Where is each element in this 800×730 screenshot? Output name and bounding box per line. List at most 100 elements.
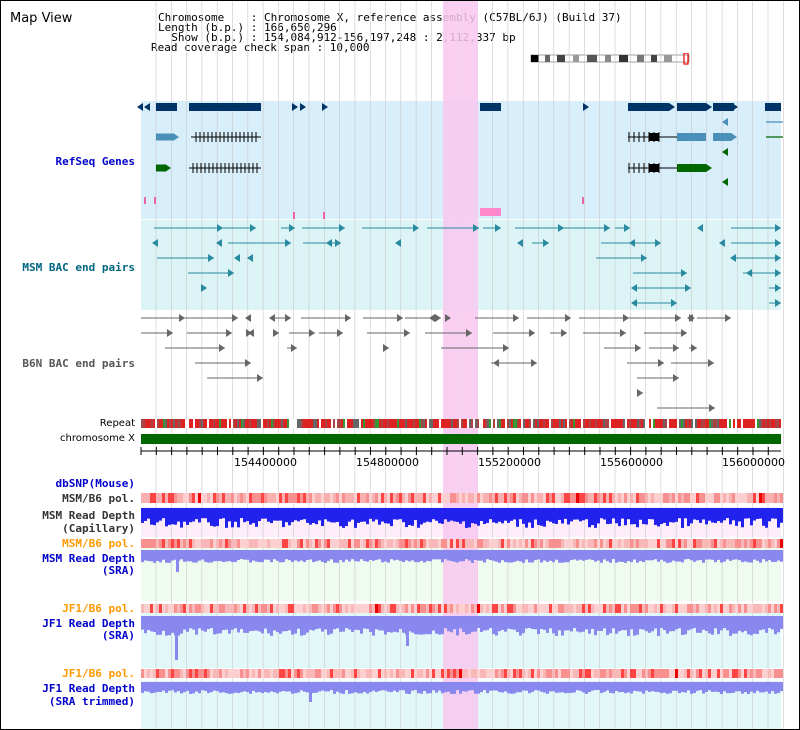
polymorphism-segment: [657, 493, 660, 503]
polymorphism-segment: [483, 493, 486, 503]
gene-marker: [293, 212, 295, 219]
polymorphism-segment: [351, 493, 354, 503]
polymorphism-segment: [213, 669, 216, 678]
read-depth-bar: [666, 616, 669, 634]
polymorphism-segment: [312, 669, 315, 678]
polymorphism-segment: [645, 493, 648, 503]
read-depth-bar: [240, 508, 243, 519]
polymorphism-segment: [444, 539, 447, 548]
read-depth-bar: [513, 508, 516, 520]
polymorphism-segment: [462, 539, 465, 548]
polymorphism-segment: [684, 669, 687, 678]
read-depth-bar: [231, 616, 234, 630]
polymorphism-segment: [489, 493, 492, 503]
polymorphism-segment: [588, 604, 591, 613]
polymorphism-segment: [309, 669, 312, 678]
polymorphism-segment: [150, 604, 153, 613]
polymorphism-segment: [393, 539, 396, 548]
repeat-segment: [573, 419, 575, 428]
polymorphism-segment: [771, 604, 774, 613]
repeat-segment: [489, 419, 491, 428]
polymorphism-segment: [177, 539, 180, 548]
read-depth-bar: [726, 550, 729, 560]
polymorphism-segment: [669, 539, 672, 548]
read-depth-bar: [399, 508, 402, 520]
read-depth-bar: [378, 508, 381, 525]
read-depth-bar: [534, 616, 537, 630]
gene-arrow: [732, 103, 738, 111]
read-depth-bar: [234, 508, 237, 522]
read-depth-bar: [588, 508, 591, 528]
polymorphism-segment: [192, 669, 195, 678]
repeat-segment: [665, 419, 667, 428]
repeat-segment: [419, 419, 421, 428]
read-depth-bar: [714, 616, 717, 629]
polymorphism-segment: [222, 493, 225, 503]
chromosome-ideogram[interactable]: [529, 53, 699, 65]
repeat-segment: [693, 419, 695, 428]
polymorphism-segment: [441, 669, 444, 678]
read-depth-bar: [714, 508, 717, 524]
read-depth-bar: [735, 616, 738, 634]
read-depth-bar: [690, 616, 693, 630]
polymorphism-segment: [381, 539, 384, 548]
read-depth-bar: [450, 682, 453, 694]
bac-end: [709, 404, 715, 412]
read-depth-bar: [546, 550, 549, 562]
polymorphism-segment: [369, 539, 372, 548]
repeat-segment: [295, 419, 297, 428]
msm-bac-label: MSM BAC end pairs: [22, 261, 135, 274]
polymorphism-segment: [750, 669, 753, 678]
polymorphism-segment: [279, 669, 282, 678]
read-depth-bar: [720, 682, 723, 694]
repeat-segment: [385, 419, 387, 428]
read-depth-bar: [777, 550, 780, 561]
polymorphism-segment: [222, 539, 225, 548]
gene-arrow: [731, 133, 737, 141]
repeat-segment: [231, 419, 233, 428]
polymorphism-segment: [513, 604, 516, 613]
read-depth-bar: [258, 616, 261, 632]
polymorphism-segment: [534, 493, 537, 503]
polymorphism-segment: [378, 539, 381, 548]
read-depth-bar: [543, 616, 546, 630]
polymorphism-segment: [708, 604, 711, 613]
polymorphism-segment: [738, 669, 741, 678]
polymorphism-segment: [774, 604, 777, 613]
polymorphism-segment: [477, 493, 480, 503]
polymorphism-segment: [285, 493, 288, 503]
polymorphism-segment: [354, 539, 357, 548]
polymorphism-segment: [606, 669, 609, 678]
repeat-segment: [607, 419, 609, 428]
polymorphism-segment: [324, 539, 327, 548]
read-depth-bar: [600, 550, 603, 563]
polymorphism-segment: [156, 669, 159, 678]
read-depth-bar: [192, 616, 195, 630]
read-depth-bar: [756, 550, 759, 561]
repeat-segment: [179, 419, 181, 428]
repeat-segment: [681, 419, 683, 428]
polymorphism-segment: [654, 604, 657, 613]
read-depth-bar: [555, 616, 558, 636]
repeat-segment: [327, 419, 329, 428]
polymorphism-segment: [663, 493, 666, 503]
polymorphism-segment: [684, 493, 687, 503]
repeat-segment: [187, 419, 189, 428]
repeat-segment: [691, 419, 693, 428]
read-depth-bar: [339, 508, 342, 527]
read-depth-bar: [765, 550, 768, 562]
read-depth-bar: [675, 508, 678, 522]
read-depth-bar: [753, 616, 756, 634]
read-depth-bar: [399, 550, 402, 561]
polymorphism-segment: [462, 493, 465, 503]
polymorphism-segment: [657, 669, 660, 678]
read-depth-bar: [339, 616, 342, 632]
read-depth-bar: [561, 508, 564, 524]
read-depth-bar: [348, 550, 351, 562]
polymorphism-segment: [324, 669, 327, 678]
polymorphism-segment: [558, 493, 561, 503]
read-depth-bar: [441, 508, 444, 524]
polymorphism-segment: [498, 539, 501, 548]
polymorphism-segment: [666, 539, 669, 548]
